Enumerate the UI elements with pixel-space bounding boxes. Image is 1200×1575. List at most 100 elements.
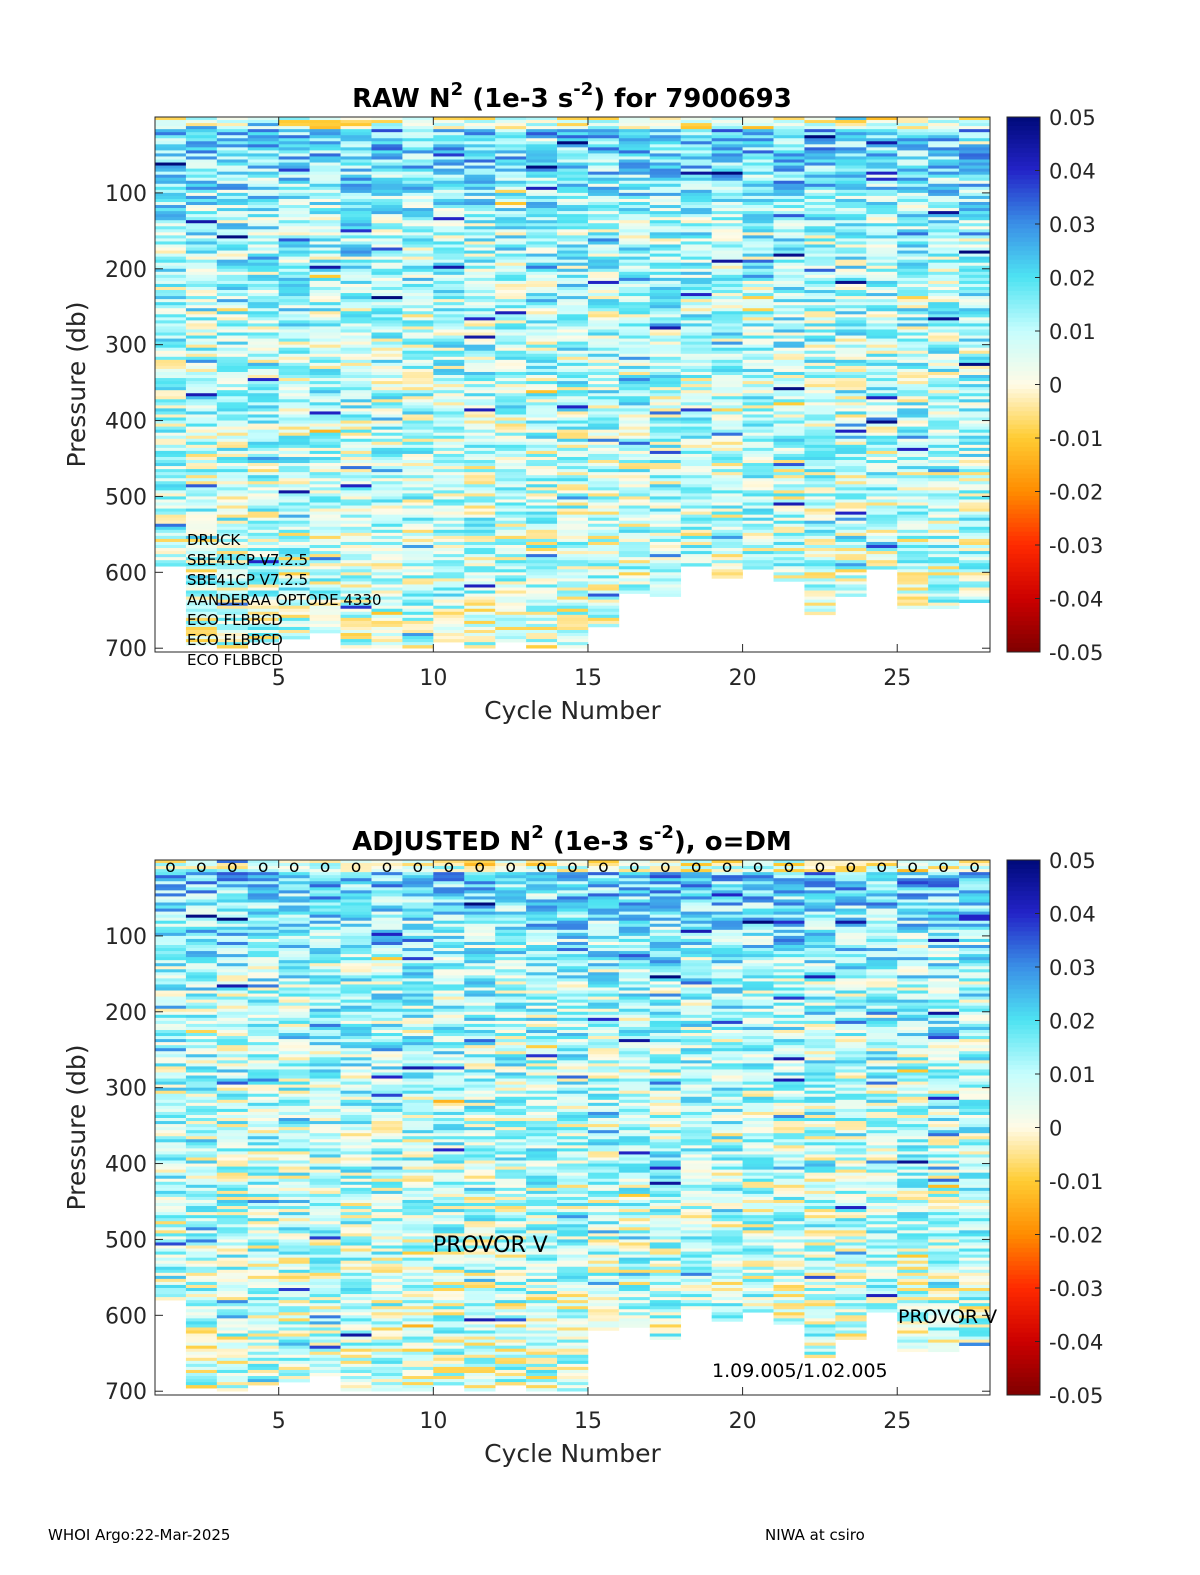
heatmap-cell [371, 541, 403, 546]
heatmap-cell [495, 247, 527, 251]
heatmap-cell [155, 1199, 187, 1204]
heatmap-cell [742, 426, 774, 430]
heatmap-cell [155, 1239, 187, 1243]
heatmap-cell [804, 368, 836, 373]
heatmap-cell [587, 608, 620, 613]
heatmap-cell [185, 572, 218, 576]
heatmap-cell [928, 466, 960, 470]
heatmap-cell [464, 247, 496, 251]
heatmap-cell [804, 557, 836, 561]
heatmap-cell [773, 429, 805, 433]
heatmap-cell [495, 517, 527, 522]
heatmap-cell [247, 150, 280, 154]
heatmap-cell [649, 335, 682, 339]
heatmap-cell [340, 447, 372, 452]
heatmap-cell [557, 456, 589, 461]
heatmap-cell [711, 305, 743, 309]
heatmap-cell [402, 132, 434, 136]
heatmap-cell [495, 359, 527, 364]
heatmap-cell [773, 463, 805, 467]
heatmap-cell [185, 932, 218, 937]
heatmap-cell [680, 214, 712, 218]
colorbar-tick-label: -0.05 [1049, 641, 1103, 665]
heatmap-cell [247, 286, 280, 291]
heatmap-cell [618, 299, 651, 303]
colorbar-segment [1007, 527, 1040, 533]
heatmap-cell [835, 253, 867, 257]
y-tick-label: 400 [105, 410, 147, 435]
heatmap-cell [711, 359, 743, 364]
heatmap-cell [216, 450, 249, 455]
colorbar-segment [1007, 375, 1040, 381]
heatmap-cell [216, 393, 249, 397]
heatmap-cell [185, 1215, 218, 1219]
heatmap-cell [495, 201, 527, 206]
colorbar-segment [1007, 179, 1040, 185]
heatmap-cell [928, 217, 960, 221]
heatmap-cell [309, 478, 341, 482]
heatmap-cell [309, 493, 341, 497]
heatmap-cell [309, 277, 341, 282]
heatmap-cell [526, 478, 558, 482]
heatmap-cell [742, 444, 774, 449]
heatmap-cell [866, 426, 898, 430]
heatmap-cell [433, 220, 465, 224]
heatmap-cell [618, 520, 651, 525]
heatmap-cell [804, 253, 836, 257]
heatmap-cell [773, 438, 805, 443]
heatmap-cell [340, 429, 372, 433]
heatmap-cell [216, 444, 249, 449]
heatmap-cell [959, 247, 990, 251]
heatmap-cell [185, 954, 218, 958]
heatmap-cell [587, 350, 620, 355]
heatmap-cell [464, 329, 496, 333]
heatmap-cell [928, 426, 960, 430]
heatmap-cell [618, 538, 651, 543]
heatmap-cell [680, 475, 712, 479]
heatmap-cell [247, 636, 280, 640]
heatmap-cell [309, 341, 341, 345]
heatmap-cell [247, 408, 280, 412]
heatmap-cell [928, 490, 960, 494]
heatmap-cell [742, 229, 774, 233]
heatmap-cell [433, 463, 465, 467]
heatmap-cell [897, 256, 929, 260]
heatmap-cell [526, 505, 558, 509]
heatmap-cell [371, 135, 403, 139]
heatmap-cell [959, 296, 990, 300]
heatmap-cell [959, 408, 990, 412]
heatmap-cell [216, 259, 249, 264]
heatmap-cell [309, 426, 341, 430]
heatmap-cell [495, 268, 527, 273]
heatmap-cell [247, 620, 280, 625]
heatmap-cell [216, 432, 249, 437]
heatmap-cell [433, 472, 465, 476]
heatmap-cell [185, 596, 218, 600]
heatmap-cell [557, 165, 589, 169]
heatmap-cell [402, 575, 434, 579]
heatmap-cell [804, 566, 836, 570]
heatmap-cell [897, 220, 929, 224]
heatmap-cell [897, 426, 929, 430]
heatmap-cell [742, 141, 774, 145]
heatmap-cell [278, 171, 310, 175]
heatmap-cell [464, 250, 496, 254]
colorbar-segment [1007, 232, 1040, 238]
heatmap-cell [495, 232, 527, 236]
heatmap-cell [587, 320, 620, 324]
heatmap-cell [185, 1278, 218, 1283]
heatmap-cell [835, 514, 867, 518]
heatmap-cell [464, 432, 496, 437]
heatmap-cell [959, 117, 990, 121]
heatmap-cell [866, 548, 898, 552]
heatmap-cell [680, 387, 712, 391]
heatmap-cell [185, 884, 218, 888]
heatmap-cell [216, 520, 249, 525]
heatmap-cell [371, 378, 403, 382]
heatmap-cell [928, 411, 960, 415]
heatmap-cell [185, 396, 218, 400]
heatmap-cell [433, 144, 465, 148]
heatmap-cell [433, 332, 465, 336]
heatmap-cell [309, 208, 341, 212]
heatmap-cell [618, 356, 651, 361]
